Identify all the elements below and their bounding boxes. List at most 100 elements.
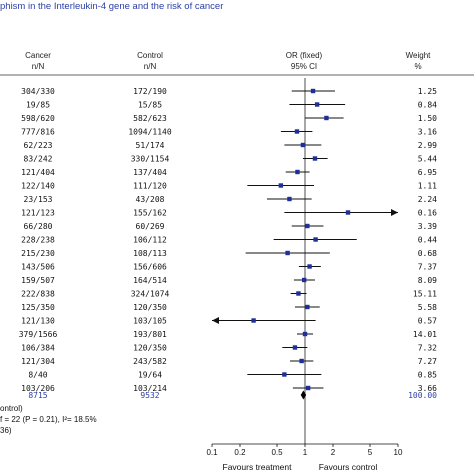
point-estimate [295,169,300,175]
control-cell: 582/623 [133,114,167,123]
x-tick-label: 2 [331,448,336,457]
cancer-cell: 8/40 [28,371,47,380]
control-cell: 155/162 [133,209,167,218]
footer-line-1: ontrol) [0,404,23,413]
point-estimate [307,264,312,269]
cancer-cell: 23/153 [24,195,53,204]
total-weight: 100.00 [408,391,437,400]
header-weight: Weight [406,51,432,60]
control-cell: 193/801 [133,330,167,339]
x-tick-label: 1 [303,448,308,457]
control-cell: 43/208 [136,195,165,204]
cancer-cell: 66/280 [24,222,53,231]
cancer-cell: 228/238 [21,236,55,245]
weight-cell: 3.16 [418,128,437,137]
weight-cell: 14.01 [413,330,437,339]
weight-cell: 0.84 [418,101,437,110]
point-estimate [314,102,320,107]
cancer-cell: 19/85 [26,101,50,110]
weight-cell: 0.44 [418,236,437,245]
point-estimate [296,291,301,296]
point-estimate [301,277,307,283]
cancer-cell: 106/384 [21,344,55,353]
point-estimate [310,88,316,94]
favours-left-label: Favours treatment [223,462,293,472]
point-estimate [278,183,284,188]
point-estimate [300,142,306,148]
weight-cell: 2.24 [418,195,437,204]
x-tick-label: 5 [368,448,373,457]
x-tick-label: 10 [394,448,403,457]
control-cell: 120/350 [133,303,167,312]
control-cell: 330/1154 [131,155,170,164]
point-estimate [302,331,308,337]
control-cell: 120/350 [133,344,167,353]
cancer-cell: 122/140 [21,182,55,191]
cancer-cell: 379/1566 [19,330,58,339]
weight-cell: 3.66 [418,384,437,393]
header-or: OR (fixed) [286,51,323,60]
point-estimate [345,210,351,215]
weight-cell: 0.68 [418,249,437,258]
forest-marks: 0.1 0.2 0.5 1 2 5 10 [206,78,403,457]
header-weight-sub: % [414,62,421,71]
total-cancer: 8715 [28,391,47,400]
cancer-cell: 598/620 [21,114,55,123]
control-cell: 60/269 [136,222,165,231]
control-cell: 1094/1140 [128,128,172,137]
weight-cell: 7.32 [418,344,437,353]
weight-cell: 2.99 [418,141,437,150]
header-cancer-sub: n/N [32,62,45,71]
cancer-cell: 159/507 [21,276,55,285]
cancer-cell: 121/304 [21,357,55,366]
point-estimate [282,372,287,377]
control-cell: 111/120 [133,182,167,191]
point-estimate [305,385,311,391]
cancer-cell: 83/242 [24,155,53,164]
weight-cell: 1.50 [418,114,437,123]
total-control: 9532 [140,391,159,400]
point-estimate [313,237,318,242]
point-estimate [251,318,256,323]
header-or-sub: 95% CI [291,62,317,71]
study-rows: 304/330 172/190 1.25 19/85 15/85 0.84 598/620 5… [19,87,437,400]
point-estimate [299,358,304,364]
cancer-cell: 121/123 [21,209,55,218]
weight-cell: 5.44 [418,155,437,164]
control-cell: 51/174 [136,141,165,150]
control-cell: 15/85 [138,101,162,110]
control-cell: 106/112 [133,236,167,245]
chart-title: phism in the Interleukin-4 gene and the … [0,1,223,12]
point-estimate [324,115,329,121]
x-tick-label: 0.1 [206,448,218,457]
control-cell: 103/214 [133,384,167,393]
cancer-cell: 121/404 [21,168,55,177]
cancer-cell: 121/130 [21,317,55,326]
footer-line-2: f = 22 (P = 0.21), I²= 18.5% [0,415,97,424]
control-cell: 164/514 [133,276,167,285]
control-cell: 103/105 [133,317,167,326]
point-estimate [305,223,310,229]
cancer-cell: 103/206 [21,384,55,393]
control-cell: 137/404 [133,168,167,177]
point-estimate [285,250,290,256]
point-estimate [312,156,318,161]
x-tick-label: 0.2 [234,448,246,457]
weight-cell: 7.27 [418,357,437,366]
ci-arrow-left [212,317,219,324]
weight-cell: 0.85 [418,371,437,380]
control-cell: 156/606 [133,263,167,272]
point-estimate [287,196,292,202]
header-control: Control [137,51,163,60]
footer-line-3: 36) [0,426,12,435]
weight-cell: 6.95 [418,168,437,177]
control-cell: 172/190 [133,87,167,96]
favours-right-label: Favours control [319,462,378,472]
control-cell: 243/582 [133,357,167,366]
point-estimate [292,345,298,350]
weight-cell: 7.37 [418,263,437,272]
weight-cell: 1.11 [418,182,437,191]
weight-cell: 0.16 [418,209,437,218]
cancer-cell: 304/330 [21,87,55,96]
